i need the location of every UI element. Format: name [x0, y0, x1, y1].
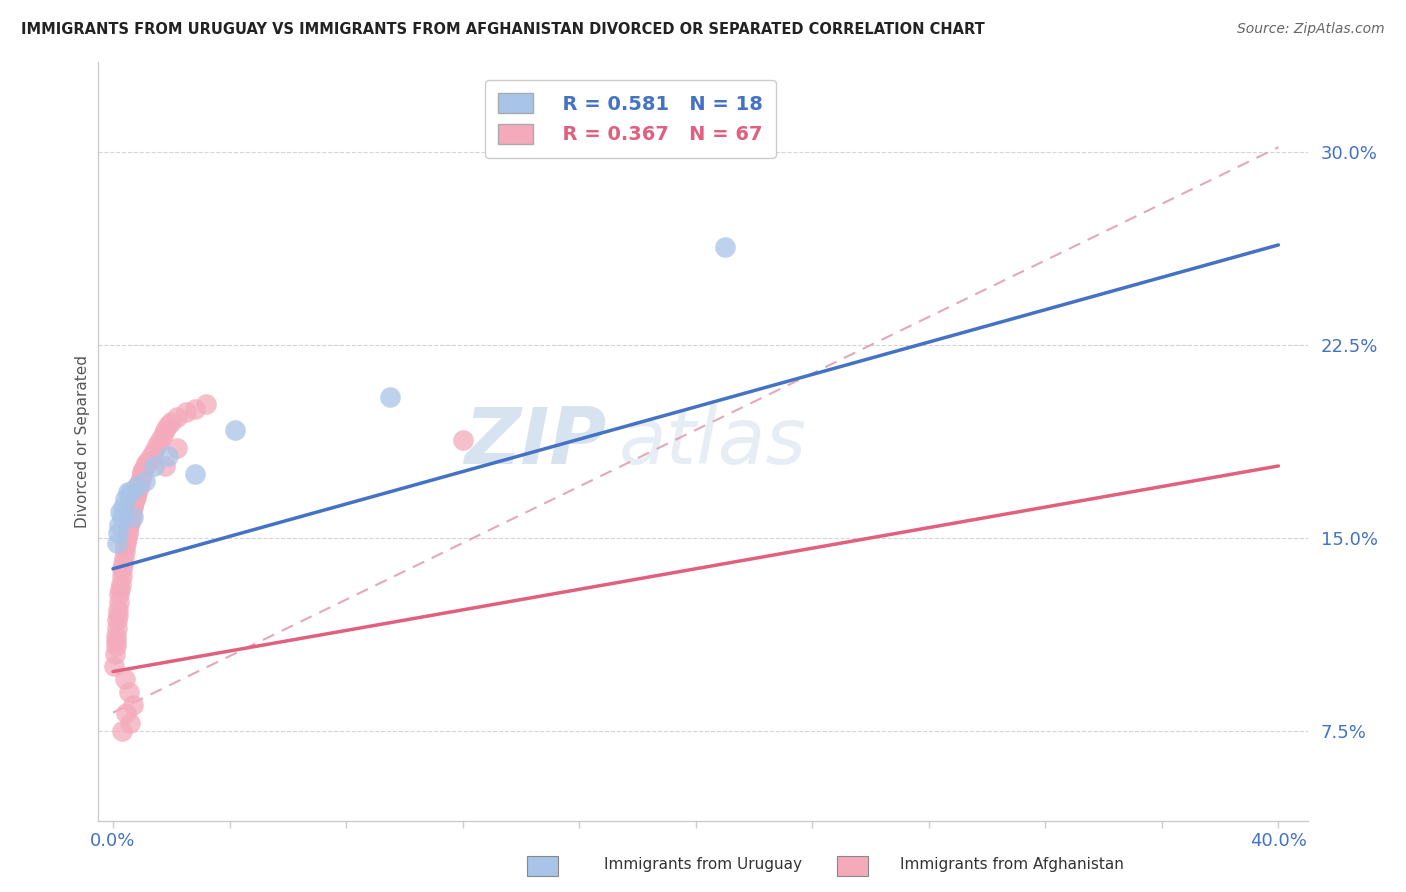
Point	[104, 639, 127, 653]
Point	[125, 487, 148, 501]
Point	[103, 659, 125, 673]
Point	[111, 562, 134, 576]
Point	[714, 240, 737, 254]
Point	[107, 607, 129, 622]
Point	[128, 479, 150, 493]
Point	[117, 523, 139, 537]
Point	[136, 454, 159, 468]
Point	[115, 536, 138, 550]
Point	[105, 536, 128, 550]
Point	[139, 449, 162, 463]
Point	[122, 510, 145, 524]
Point	[112, 557, 135, 571]
Point	[111, 510, 134, 524]
Point	[105, 629, 128, 643]
Point	[155, 423, 177, 437]
Point	[166, 441, 188, 455]
Text: Immigrants from Uruguay: Immigrants from Uruguay	[605, 857, 801, 872]
Point	[127, 484, 149, 499]
Point	[160, 415, 183, 429]
Point	[104, 647, 127, 661]
Point	[183, 467, 205, 481]
Point	[120, 484, 142, 499]
Point	[117, 484, 139, 499]
Point	[108, 587, 131, 601]
Point	[157, 417, 180, 432]
Point	[122, 495, 145, 509]
Point	[108, 518, 131, 533]
Point	[124, 492, 146, 507]
Point	[224, 423, 246, 437]
Point	[111, 569, 134, 583]
Point	[117, 525, 139, 540]
Point	[118, 518, 141, 533]
Point	[131, 464, 153, 478]
Point	[149, 434, 172, 448]
Point	[121, 500, 143, 514]
Text: ZIP: ZIP	[464, 403, 606, 480]
Point	[112, 500, 135, 514]
Y-axis label: Divorced or Separated: Divorced or Separated	[75, 355, 90, 528]
Point	[155, 458, 177, 473]
Point	[110, 582, 132, 597]
Point	[120, 716, 142, 731]
Point	[105, 613, 128, 627]
Point	[120, 513, 142, 527]
Point	[125, 490, 148, 504]
Point	[134, 475, 156, 489]
Text: Source: ZipAtlas.com: Source: ZipAtlas.com	[1237, 22, 1385, 37]
Point	[107, 603, 129, 617]
Point	[110, 505, 132, 519]
Point	[114, 543, 136, 558]
Point	[122, 698, 145, 712]
Point	[132, 461, 155, 475]
Point	[108, 595, 131, 609]
Point	[118, 685, 141, 699]
Point	[127, 482, 149, 496]
Point	[120, 510, 142, 524]
Point	[142, 443, 165, 458]
Point	[122, 498, 145, 512]
Text: atlas: atlas	[619, 403, 806, 480]
Point	[114, 539, 136, 553]
Point	[114, 492, 136, 507]
Point	[107, 525, 129, 540]
Point	[174, 405, 197, 419]
Point	[129, 472, 152, 486]
Point	[134, 458, 156, 473]
Point	[145, 438, 167, 452]
Point	[118, 516, 141, 530]
Point	[115, 531, 138, 545]
Point	[131, 467, 153, 481]
Point	[128, 477, 150, 491]
Legend:   R = 0.581   N = 18,   R = 0.367   N = 67: R = 0.581 N = 18, R = 0.367 N = 67	[485, 79, 776, 158]
Point	[110, 577, 132, 591]
Point	[183, 402, 205, 417]
Point	[111, 723, 134, 738]
Point	[114, 673, 136, 687]
Point	[152, 428, 174, 442]
Text: Immigrants from Afghanistan: Immigrants from Afghanistan	[900, 857, 1125, 872]
Point	[105, 621, 128, 635]
Point	[125, 479, 148, 493]
Point	[112, 551, 135, 566]
Point	[142, 458, 165, 473]
Point	[121, 505, 143, 519]
Point	[115, 706, 138, 720]
Text: IMMIGRANTS FROM URUGUAY VS IMMIGRANTS FROM AFGHANISTAN DIVORCED OR SEPARATED COR: IMMIGRANTS FROM URUGUAY VS IMMIGRANTS FR…	[21, 22, 984, 37]
Point	[104, 633, 127, 648]
Point	[128, 475, 150, 489]
Point	[378, 390, 401, 404]
Point	[451, 434, 474, 448]
Point	[166, 410, 188, 425]
Point	[157, 449, 180, 463]
Point	[135, 456, 157, 470]
Point	[195, 397, 218, 411]
